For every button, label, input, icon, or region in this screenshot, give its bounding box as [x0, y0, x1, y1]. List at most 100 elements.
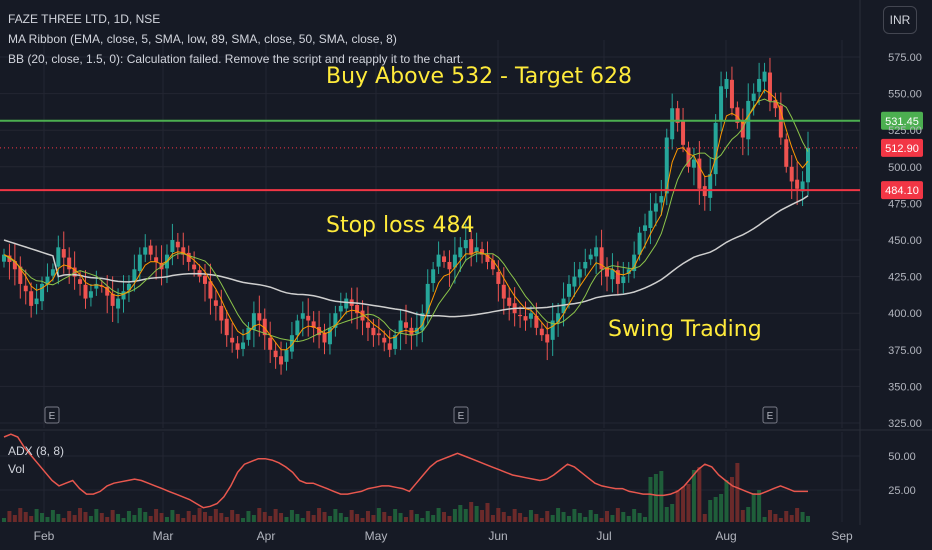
symbol-title: FAZE THREE LTD, 1D, NSE: [8, 12, 161, 26]
candle-body: [268, 337, 273, 350]
candle-body: [648, 210, 653, 228]
candle-body: [800, 181, 805, 192]
volume-bar: [203, 512, 207, 522]
volume-bar: [572, 509, 577, 522]
candle-body: [605, 267, 609, 277]
candle-body: [186, 252, 191, 262]
volume-bar: [659, 471, 664, 522]
volume-bar: [7, 511, 12, 522]
volume-bar: [219, 513, 224, 522]
volume-bar: [729, 477, 734, 522]
candle-body: [528, 313, 533, 319]
volume-bar: [610, 515, 615, 522]
volume-bar: [224, 517, 229, 522]
volume-bar: [490, 515, 495, 522]
last-price-text: 512.90: [885, 143, 919, 155]
volume-bar: [327, 516, 332, 522]
volume-bar: [702, 514, 707, 522]
candle-body: [175, 241, 180, 248]
volume-bar: [50, 510, 55, 522]
volume-bar: [306, 511, 311, 522]
ma-50-line: [3, 195, 809, 318]
x-tick-label: Jun: [488, 529, 507, 543]
volume-bar: [534, 514, 539, 522]
candle-body: [40, 283, 45, 302]
volume-bar: [496, 508, 501, 522]
volume-bar: [452, 509, 457, 522]
volume-bar: [643, 517, 648, 522]
candle-body: [566, 283, 571, 297]
ema-5-line: [3, 88, 809, 351]
volume-bar: [45, 517, 50, 522]
volume-bar: [762, 517, 767, 522]
candle-body: [126, 283, 131, 291]
x-tick-label: Mar: [153, 529, 174, 543]
volume-bar: [577, 513, 582, 522]
candle-body: [507, 297, 512, 306]
candle-body: [501, 284, 506, 299]
volume-bar: [398, 513, 403, 522]
volume-bar: [719, 494, 724, 522]
volume-bar: [648, 477, 653, 522]
volume-bar: [474, 506, 479, 522]
candle-body: [784, 139, 789, 167]
volume-bar: [257, 508, 262, 522]
currency-button[interactable]: INR: [883, 6, 917, 34]
volume-bar: [599, 518, 604, 522]
candle-body: [273, 350, 278, 358]
volume-bar: [333, 509, 338, 522]
earnings-marker-label: E: [49, 411, 56, 422]
volume-bar: [61, 518, 66, 522]
buy-annotation: Buy Above 532 - Target 628: [326, 64, 633, 89]
volume-bar: [675, 490, 680, 522]
volume-bar: [164, 517, 169, 522]
candle-body: [251, 313, 256, 330]
volume-bar: [393, 509, 398, 522]
volume-bar: [691, 470, 696, 522]
y-tick-label: 450.00: [888, 235, 922, 247]
candle-body: [708, 174, 713, 198]
candle-body: [203, 275, 207, 284]
volume-bar: [213, 509, 218, 522]
volume-bar: [116, 514, 121, 522]
candle-body: [588, 254, 593, 260]
candle-body: [208, 281, 213, 299]
volume-bar: [615, 508, 620, 522]
volume-bar: [338, 513, 343, 522]
volume-bar: [485, 503, 490, 522]
volume-bar: [170, 510, 175, 522]
candle-body: [643, 225, 648, 231]
volume-bar: [523, 517, 528, 522]
volume-bar: [110, 510, 115, 522]
volume-bar: [355, 514, 360, 522]
y-tick-label: 350.00: [888, 381, 922, 393]
volume-bar: [349, 510, 354, 522]
volume-bar: [105, 517, 110, 522]
volume-bar: [94, 509, 99, 522]
volume-bar: [18, 508, 23, 522]
volume-bar: [317, 508, 322, 522]
volume-bar: [528, 510, 533, 522]
volume-bar: [181, 518, 186, 522]
candle-body: [518, 314, 523, 317]
adx-tick-label: 50.00: [888, 451, 916, 463]
volume-bar: [72, 515, 77, 522]
candle-body: [29, 291, 34, 306]
volume-bar: [746, 507, 751, 522]
candle-body: [67, 257, 72, 270]
volume-bar: [512, 509, 517, 522]
candle-body: [539, 328, 544, 336]
volume-bar: [12, 515, 17, 522]
volume-bar: [545, 511, 550, 522]
x-tick-label: Apr: [257, 529, 276, 543]
volume-bar: [594, 514, 599, 522]
candle-body: [681, 121, 686, 145]
candle-body: [496, 271, 501, 284]
volume-bar: [404, 517, 408, 522]
volume-bar: [588, 510, 593, 522]
volume-bar: [740, 510, 745, 522]
candle-body: [344, 298, 349, 309]
candle-body: [469, 239, 474, 255]
